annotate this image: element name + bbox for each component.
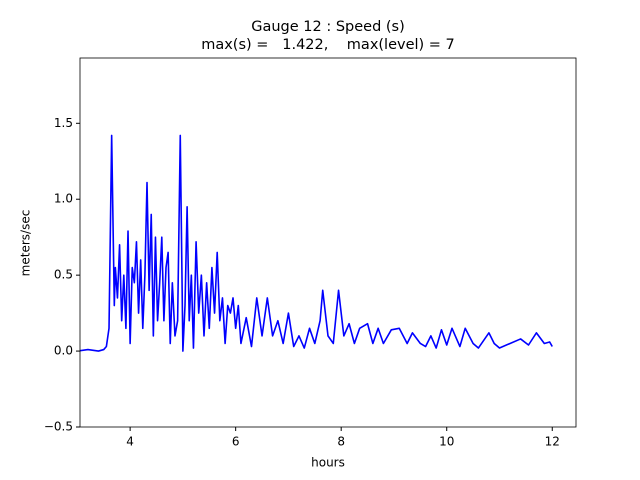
x-tick-label: 6 [232, 435, 240, 449]
y-tick-label: 1.5 [54, 116, 73, 130]
plot-frame [79, 57, 577, 428]
data-line [80, 134, 553, 352]
chart-title: Gauge 12 : Speed (s) [251, 19, 405, 35]
x-tick-label: 4 [126, 435, 134, 449]
x-axis-label: hours [311, 456, 345, 470]
y-tick-label: 0.0 [54, 344, 73, 358]
y-tick-label: 1.0 [54, 192, 73, 206]
y-tick-label: −0.5 [44, 420, 73, 434]
y-axis-label: meters/sec [19, 210, 33, 277]
x-tick-label: 10 [439, 435, 454, 449]
x-tick-label: 8 [337, 435, 345, 449]
chart-subtitle: max(s) = 1.422, max(level) = 7 [201, 37, 455, 53]
x-tick-label: 12 [545, 435, 560, 449]
y-tick-label: 0.5 [54, 268, 73, 282]
